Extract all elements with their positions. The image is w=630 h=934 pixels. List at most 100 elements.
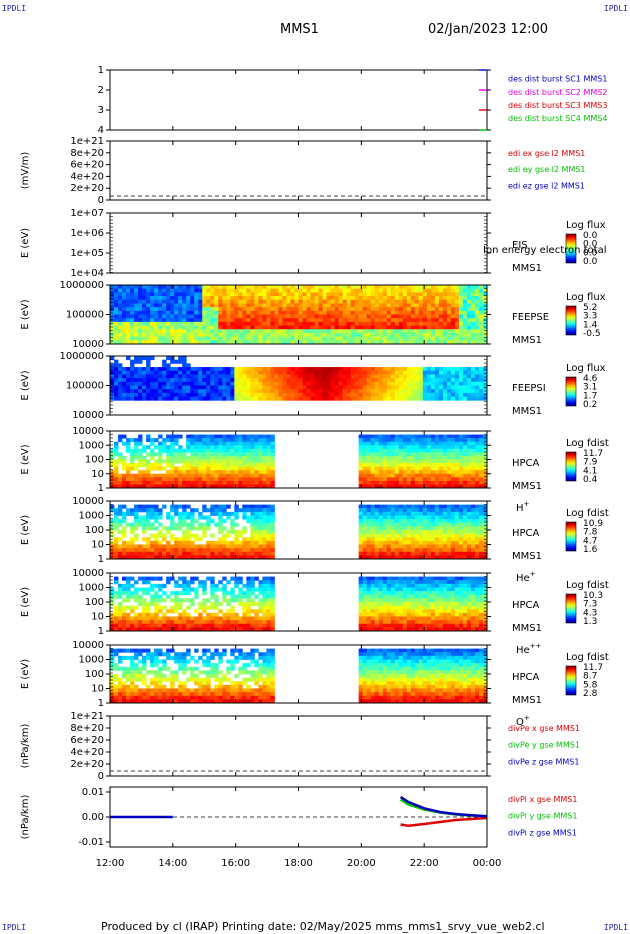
spectrogram-cell — [474, 321, 480, 326]
spectrogram-cell — [478, 336, 484, 341]
spectrogram-cell — [354, 303, 360, 308]
spectrogram-cell — [146, 504, 151, 509]
spectrogram-cell — [134, 370, 139, 375]
spectrogram-cell — [422, 367, 428, 372]
spectrogram-cell — [374, 381, 380, 386]
spectrogram-cell — [190, 480, 195, 485]
spectrogram-cell — [438, 367, 444, 372]
spectrogram-cell — [138, 303, 143, 308]
spectrogram-cell — [426, 445, 432, 450]
spectrogram-cell — [406, 441, 412, 446]
spectrogram-cell — [258, 392, 263, 397]
spectrogram-cell — [182, 321, 187, 326]
spectrogram-cell — [234, 484, 239, 489]
spectrogram-cell — [190, 385, 195, 390]
spectrogram-cell — [230, 544, 235, 549]
spectrogram-cell — [126, 580, 131, 585]
spectrogram-cell — [438, 307, 444, 312]
spectrogram-cell — [130, 367, 135, 372]
spectrogram-cell — [258, 340, 263, 345]
spectrogram-cell — [438, 526, 444, 531]
spectrogram-cell — [434, 445, 440, 450]
spectrogram-cell — [394, 389, 400, 394]
spectrogram-cell — [206, 470, 211, 475]
spectrogram-cell — [366, 526, 372, 531]
spectrogram-cell — [398, 511, 404, 516]
spectrogram-cell — [154, 620, 159, 625]
spectrogram-cell — [470, 511, 476, 516]
spectrogram-cell — [214, 307, 219, 312]
spectrogram-cell — [186, 459, 191, 464]
spectrogram-cell — [202, 526, 207, 531]
spectrogram-cell — [474, 340, 480, 345]
spectrogram-cell — [266, 508, 271, 513]
spectrogram-cell — [250, 537, 255, 542]
spectrogram-cell — [298, 325, 303, 330]
spectrogram-cell — [126, 470, 131, 475]
spectrogram-cell — [290, 381, 295, 386]
spectrogram-cell — [258, 389, 263, 394]
spectrogram-cell — [194, 292, 199, 297]
spectrogram-cell — [262, 537, 267, 542]
spectrogram-cell — [394, 396, 400, 401]
spectrogram-cell — [166, 329, 171, 334]
spectrogram-cell — [374, 310, 380, 315]
spectrogram-cell — [438, 434, 444, 439]
spectrogram-cell — [118, 602, 123, 607]
spectrogram-cell — [250, 329, 255, 334]
spectrogram-cell — [246, 332, 251, 338]
spectrogram-cell — [222, 285, 227, 290]
spectrogram-cell — [326, 340, 331, 345]
spectrogram-cell — [382, 389, 388, 394]
spectrogram-cell — [386, 515, 392, 520]
spectrogram-cell — [298, 303, 303, 308]
spectrogram-cell — [482, 477, 488, 482]
spectrogram-cell — [366, 374, 372, 379]
spectrogram-cell — [318, 392, 323, 397]
spectrogram-cell — [422, 396, 428, 401]
spectrogram-cell — [170, 533, 175, 538]
spectrogram-cell — [482, 480, 488, 485]
spectrogram-cell — [470, 318, 476, 323]
spectrogram-cell — [442, 445, 448, 450]
spectrogram-cell — [154, 392, 159, 397]
spectrogram-cell — [126, 314, 131, 319]
spectrogram-cell — [474, 515, 480, 520]
spectrogram-cell — [350, 285, 356, 290]
spectrogram-cell — [414, 434, 420, 439]
spectrogram-cell — [446, 296, 452, 301]
spectrogram-cell — [206, 396, 211, 401]
spectrogram-cell — [250, 325, 255, 330]
spectrogram-cell — [190, 318, 195, 323]
spectrogram-cell — [242, 329, 247, 334]
spectrogram-cell — [330, 303, 335, 308]
spectrogram-cell — [134, 477, 139, 482]
spectrogram-cell — [430, 555, 436, 560]
spectrogram-cell — [234, 533, 239, 538]
spectrogram-cell — [474, 310, 480, 315]
spectrogram-cell — [382, 438, 388, 443]
spectrogram-cell — [394, 459, 400, 464]
spectrogram-cell — [122, 434, 127, 439]
spectrogram-cell — [322, 389, 327, 394]
spectrogram-cell — [338, 336, 344, 341]
spectrogram-cell — [138, 587, 143, 592]
spectrogram-cell — [422, 288, 428, 293]
spectrogram-cell — [330, 332, 335, 338]
spectrogram-cell — [166, 318, 171, 323]
spectrogram-cell — [202, 445, 207, 450]
spectrogram-cell — [158, 448, 163, 453]
spectrogram-cell — [142, 477, 147, 482]
spectrogram-cell — [158, 325, 163, 330]
spectrogram-cell — [158, 583, 163, 588]
spectrogram-cell — [438, 445, 444, 450]
spectrogram-cell — [394, 374, 400, 379]
spectrogram-cell — [210, 318, 215, 323]
spectrogram-cell — [238, 463, 243, 468]
spectrogram-cell — [226, 336, 231, 341]
spectrogram-cell — [298, 336, 303, 341]
spectrogram-cell — [226, 470, 231, 475]
spectrogram-cell — [382, 288, 388, 293]
spectrogram-cell — [166, 303, 171, 308]
spectrogram-cell — [134, 285, 139, 290]
